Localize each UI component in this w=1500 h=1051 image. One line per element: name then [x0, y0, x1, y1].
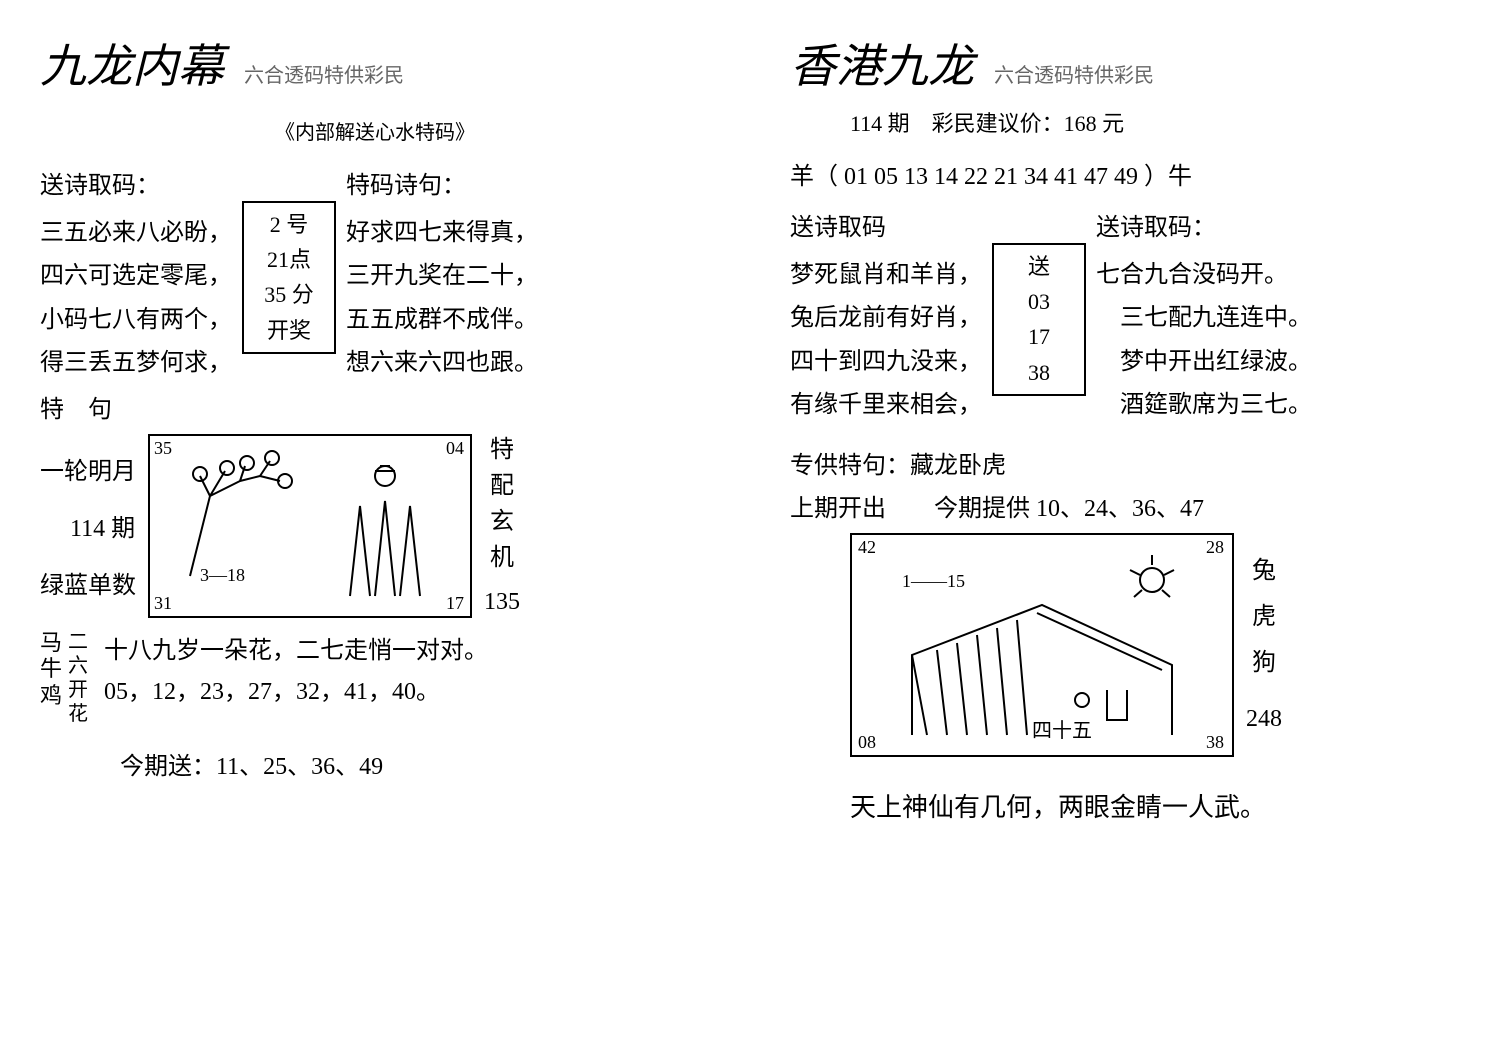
right-special-line: 专供特句：藏龙卧虎 — [790, 445, 1460, 480]
sketch-icon — [852, 535, 1232, 755]
poem-line: 梦死鼠肖和羊肖， — [790, 254, 982, 297]
right-title-sub: 六合透码特供彩民 — [994, 59, 1154, 88]
left-poem-left-header: 送诗取码： — [40, 165, 232, 208]
flower-col: 二 六 开 花 — [68, 630, 88, 726]
poem-line: 梦中开出红绿波。 — [1096, 341, 1312, 384]
left-drawing-leftcol: 一轮明月 114 期 绿蓝单数 — [40, 451, 136, 600]
right-side-col: 兔 虎 狗 248 — [1246, 553, 1282, 737]
left-poem-right: 特码诗句： 好求四七来得真， 三开九奖在二十， 五五成群不成伴。 想六来六四也跟… — [346, 165, 538, 385]
page: 九龙内幕 六合透码特供彩民 《内部解送心水特码》 送诗取码： 三五必来八必盼， … — [0, 0, 1500, 1051]
side-num: 135 — [484, 584, 520, 620]
zodiac: 马 — [40, 630, 62, 656]
left-poem-right-header: 特码诗句： — [346, 165, 538, 208]
mid-box-line: 开奖 — [254, 313, 324, 348]
left-special-label: 特 句 — [40, 389, 710, 424]
mid-box-line: 17 — [1004, 319, 1074, 354]
right-issue-line: 114 期 彩民建议价：168 元 — [850, 106, 1460, 138]
left-title-sub: 六合透码特供彩民 — [244, 59, 404, 88]
left-poem-left: 送诗取码： 三五必来八必盼， 四六可选定零尾， 小码七八有两个， 得三丢五梦何求… — [40, 165, 232, 385]
poem-line: 小码七八有两个， — [40, 299, 232, 342]
poem-line: 酒筵歌席为三七。 — [1096, 384, 1312, 427]
poem-line: 三七配九连连中。 — [1096, 297, 1312, 340]
left-drawing-row: 一轮明月 114 期 绿蓝单数 35 04 31 17 3—18 — [40, 432, 710, 620]
left-bottom-send: 今期送：11、25、36、49 — [120, 746, 710, 781]
poem-line: 兔后龙前有好肖， — [790, 297, 982, 340]
left-inner-title: 《内部解送心水特码》 — [40, 116, 710, 145]
left-mid-box: 2 号 21点 35 分 开奖 — [242, 201, 336, 354]
left-title-row: 九龙内幕 六合透码特供彩民 — [40, 30, 710, 96]
side-char: 兔 — [1246, 553, 1282, 589]
flower-lines: 十八九岁一朵花，二七走悄一对对。 05，12，23，27，32，41，40。 — [104, 630, 488, 706]
side-char: 虎 — [1246, 599, 1282, 635]
poem-line: 想六来六四也跟。 — [346, 342, 538, 385]
right-column: 香港九龙 六合透码特供彩民 114 期 彩民建议价：168 元 羊（ 01 05… — [750, 0, 1500, 1051]
poem-line: 有缘千里来相会， — [790, 384, 982, 427]
poem-line: 得三丢五梦何求， — [40, 342, 232, 385]
poem-line: 五五成群不成伴。 — [346, 299, 538, 342]
right-poem-right: 送诗取码： 七合九合没码开。 三七配九连连中。 梦中开出红绿波。 酒筵歌席为三七… — [1096, 207, 1312, 427]
flower-char: 六 — [68, 654, 88, 678]
left-drawing-box: 35 04 31 17 3—18 — [148, 434, 472, 618]
mid-box-line: 35 分 — [254, 277, 324, 312]
right-bottom-phrase: 天上神仙有几何，两眼金睛一人武。 — [850, 787, 1460, 824]
side-char: 特 — [484, 432, 520, 468]
side-char: 玄 — [484, 504, 520, 540]
left-title: 九龙内幕 — [40, 30, 224, 96]
right-poem-left: 送诗取码 梦死鼠肖和羊肖， 兔后龙前有好肖， 四十到四九没来， 有缘千里来相会， — [790, 207, 982, 427]
mid-box-line: 送 — [1004, 249, 1074, 284]
zodiac: 牛 — [40, 656, 62, 682]
poem-line: 三五必来八必盼， — [40, 212, 232, 255]
flower-char: 二 — [68, 630, 88, 654]
right-drawing-row: 42 28 08 38 1——15 四十五 — [850, 533, 1460, 757]
left-poem-block: 送诗取码： 三五必来八必盼， 四六可选定零尾， 小码七八有两个， 得三丢五梦何求… — [40, 165, 710, 385]
left-column: 九龙内幕 六合透码特供彩民 《内部解送心水特码》 送诗取码： 三五必来八必盼， … — [0, 0, 750, 1051]
poem-line: 三开九奖在二十， — [346, 255, 538, 298]
side-char: 狗 — [1246, 645, 1282, 681]
right-title: 香港九龙 — [790, 30, 974, 96]
right-poem-right-header: 送诗取码： — [1096, 207, 1312, 250]
side-char: 配 — [484, 468, 520, 504]
right-drawing-box: 42 28 08 38 1——15 四十五 — [850, 533, 1234, 757]
flower-line: 十八九岁一朵花，二七走悄一对对。 — [104, 630, 488, 665]
left-issue: 114 期 — [70, 508, 136, 543]
green-blue: 绿蓝单数 — [40, 565, 136, 600]
left-side-col: 特 配 玄 机 135 — [484, 432, 520, 620]
zodiac-col: 马 牛 鸡 — [40, 630, 62, 709]
poem-line: 七合九合没码开。 — [1096, 254, 1312, 297]
zodiac: 鸡 — [40, 683, 62, 709]
flower-char: 开 — [68, 678, 88, 702]
mid-box-line: 21点 — [254, 242, 324, 277]
poem-line: 好求四七来得真， — [346, 212, 538, 255]
sketch-icon — [150, 436, 470, 616]
right-title-row: 香港九龙 六合透码特供彩民 — [790, 30, 1460, 96]
side-char: 机 — [484, 540, 520, 576]
flower-line: 05，12，23，27，32，41，40。 — [104, 671, 488, 706]
poem-line: 四六可选定零尾， — [40, 255, 232, 298]
right-provide-line: 上期开出 今期提供 10、24、36、47 — [790, 488, 1460, 523]
side-num: 248 — [1246, 701, 1282, 737]
mid-box-line: 38 — [1004, 355, 1074, 390]
poem-line: 四十到四九没来， — [790, 341, 982, 384]
left-bottom-block: 马 牛 鸡 二 六 开 花 十八九岁一朵花，二七走悄一对对。 05，12，23，… — [40, 630, 710, 726]
right-zodiac-line: 羊（ 01 05 13 14 22 21 34 41 47 49 ）牛 — [790, 156, 1460, 191]
flower-char: 花 — [68, 702, 88, 726]
right-mid-box: 送 03 17 38 — [992, 243, 1086, 396]
right-poem-block: 送诗取码 梦死鼠肖和羊肖， 兔后龙前有好肖， 四十到四九没来， 有缘千里来相会，… — [790, 207, 1460, 427]
right-poem-left-header: 送诗取码 — [790, 207, 982, 250]
moon-phrase: 一轮明月 — [40, 451, 136, 486]
mid-box-line: 2 号 — [254, 207, 324, 242]
mid-box-line: 03 — [1004, 284, 1074, 319]
